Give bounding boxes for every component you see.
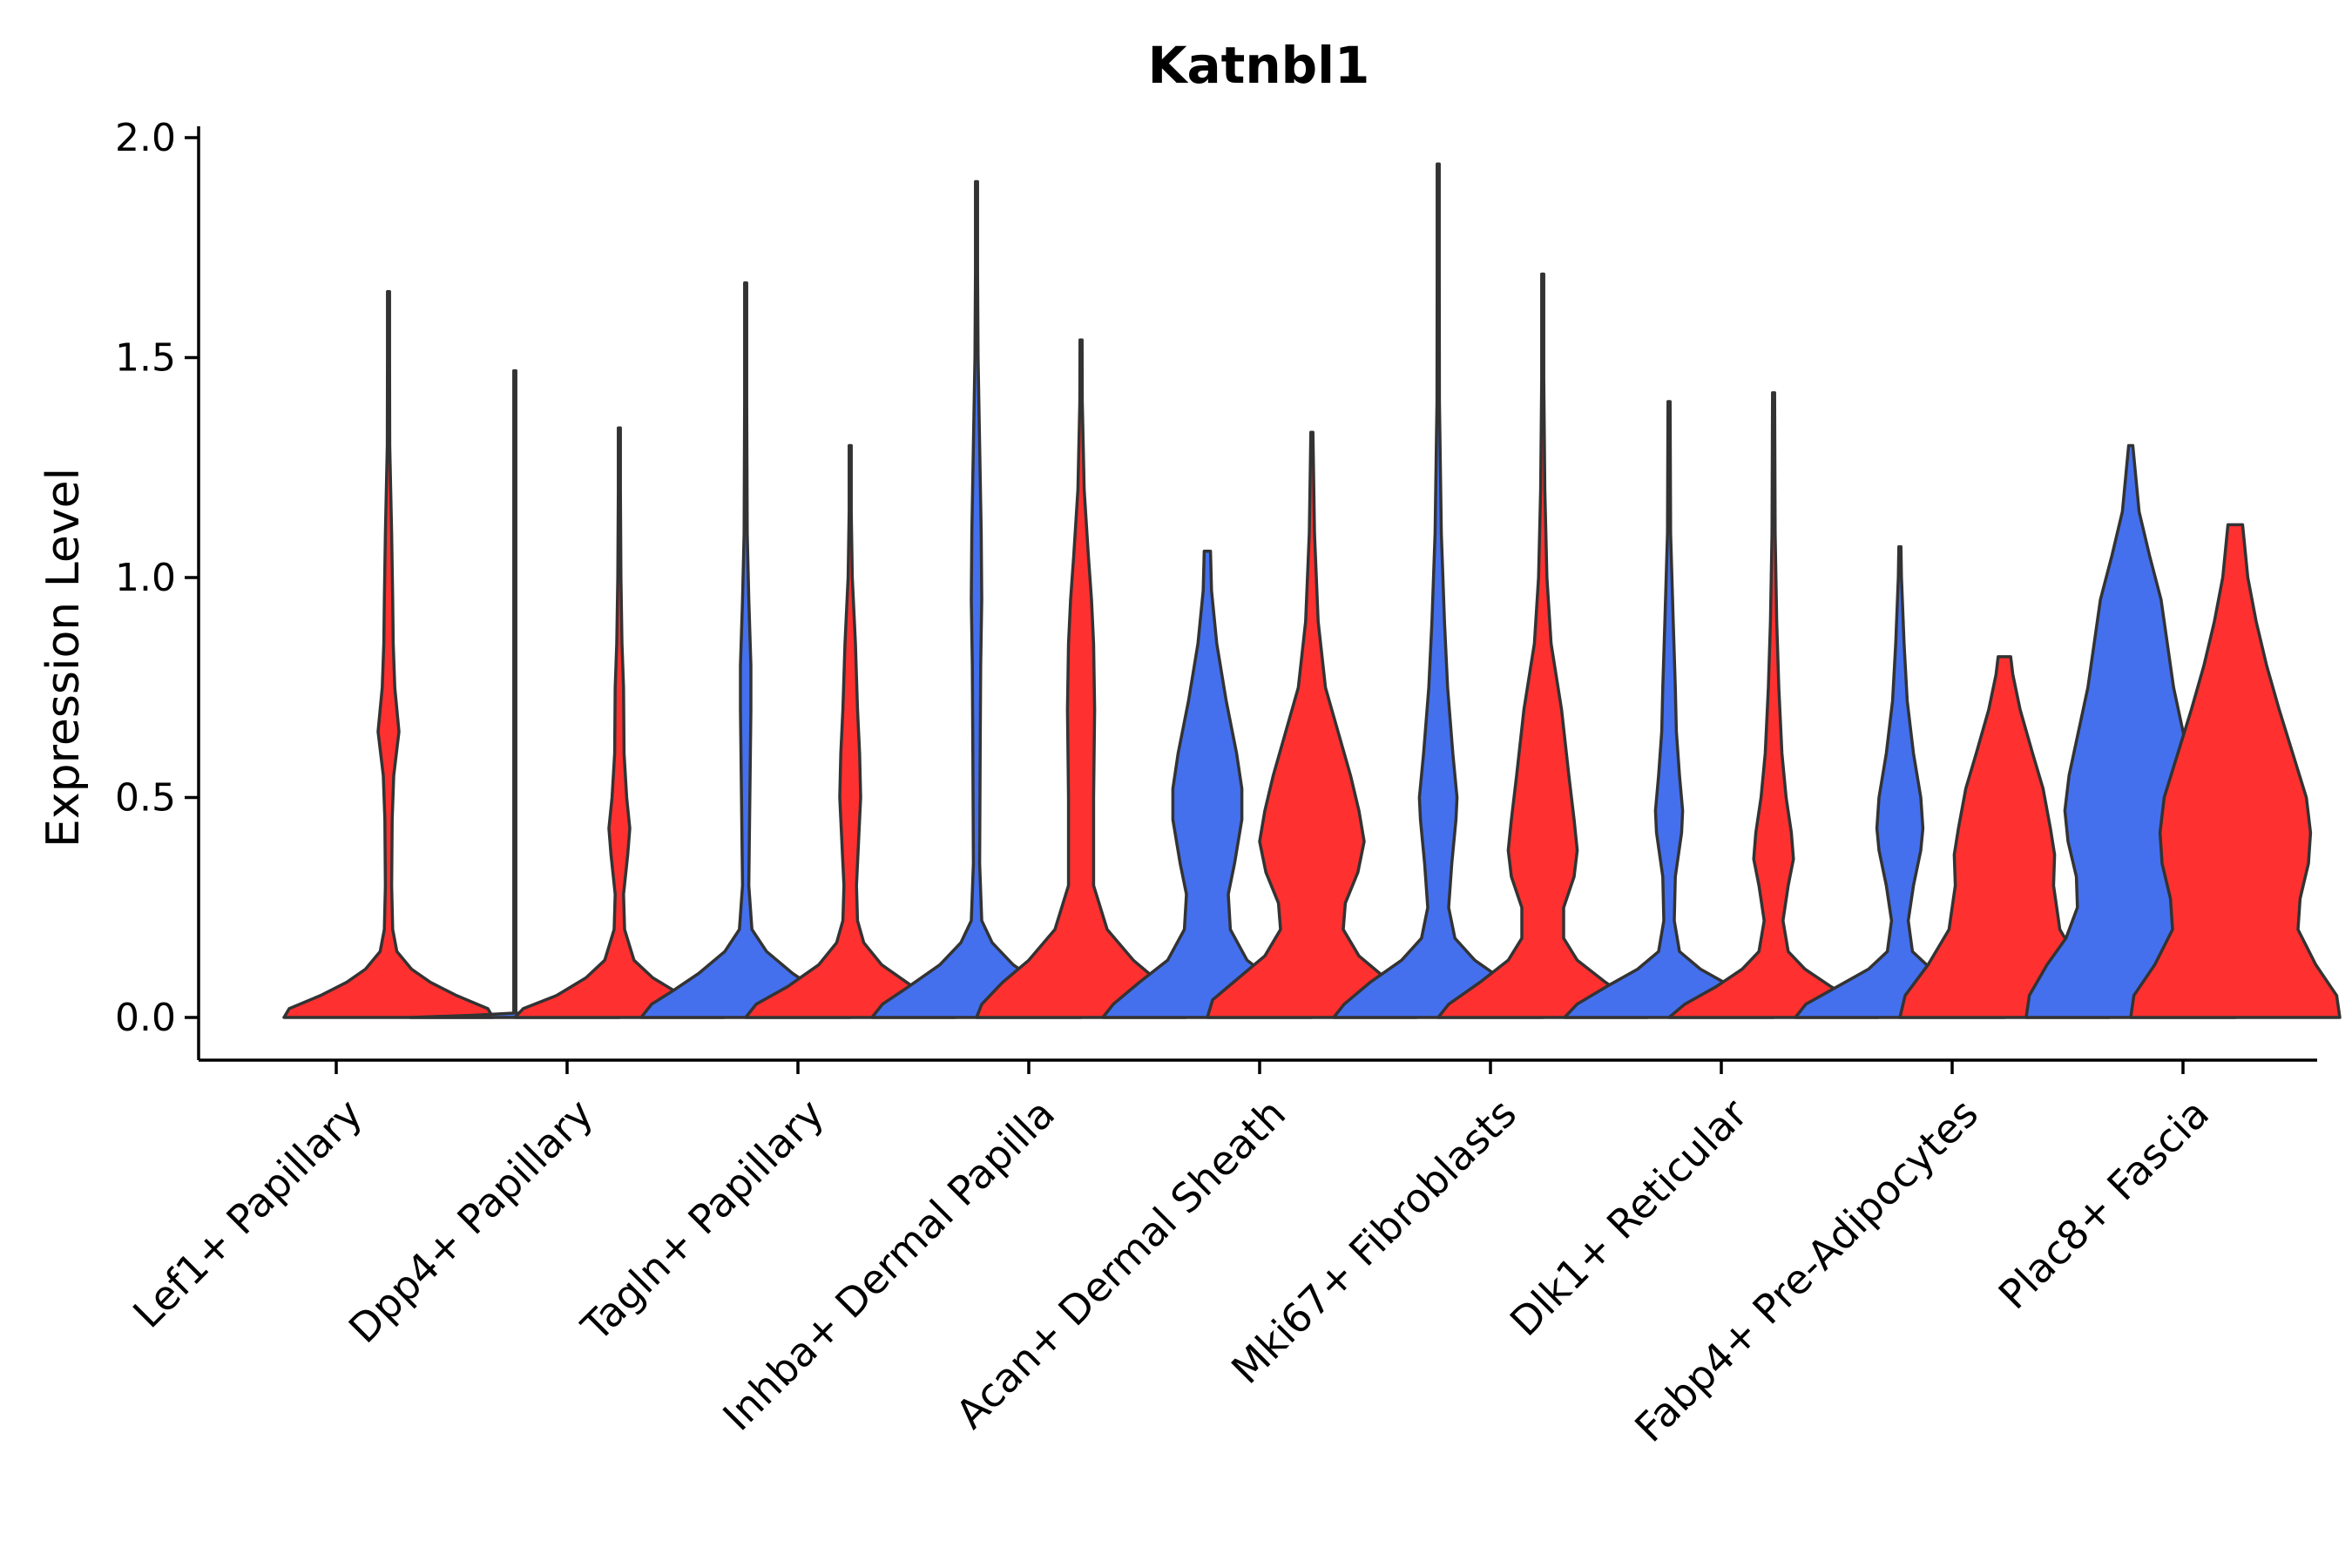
y-tick-label: 2.0 bbox=[115, 116, 176, 160]
violin-plac8-fascia-group-1 bbox=[2129, 523, 2342, 1019]
x-tick-label: Tagln+ Papillary bbox=[572, 1090, 834, 1351]
y-tick-label: 0.0 bbox=[115, 996, 176, 1040]
chart-title: Katnbl1 bbox=[1148, 36, 1370, 95]
violin-dpp4-papillary-group-0 bbox=[409, 368, 621, 1019]
violin-inhba-dermal-papilla-group-0 bbox=[870, 179, 1083, 1019]
x-tick-label: Lef1+ Papillary bbox=[124, 1090, 371, 1337]
violin-tagln-papillary-group-1 bbox=[744, 443, 956, 1019]
y-axis-label: Expression Level bbox=[37, 468, 90, 848]
violin-dlk1-reticular-group-1 bbox=[1667, 391, 1880, 1019]
x-tick-label: Dpp4+ Papillary bbox=[340, 1090, 602, 1352]
x-tick-label: Plac8+ Fascia bbox=[1990, 1090, 2218, 1318]
y-axis-ticks: 0.0 0.5 1.0 1.5 2.0 bbox=[115, 116, 199, 1040]
violin-fabp4-pre-adipocytes-group-1 bbox=[1898, 655, 2111, 1019]
violin-lef1-papillary-group-1 bbox=[282, 290, 495, 1019]
violin-mki67-fibroblasts-group-1 bbox=[1436, 272, 1649, 1019]
y-tick-label: 1.5 bbox=[115, 336, 176, 381]
violin-acan-dermal-sheath-group-0 bbox=[1101, 549, 1314, 1019]
violin-fabp4-pre-adipocytes-group-0 bbox=[1794, 544, 2006, 1019]
violin-acan-dermal-sheath-group-1 bbox=[1206, 430, 1418, 1019]
violin-tagln-papillary-group-0 bbox=[639, 280, 852, 1019]
y-tick-label: 1.0 bbox=[115, 556, 176, 600]
violins bbox=[282, 162, 2342, 1019]
violin-inhba-dermal-papilla-group-1 bbox=[975, 338, 1187, 1019]
violin-dpp4-papillary-group-1 bbox=[513, 426, 726, 1019]
axes bbox=[197, 126, 2317, 1062]
y-tick-label: 0.5 bbox=[115, 776, 176, 821]
violin-dlk1-reticular-group-0 bbox=[1563, 400, 1775, 1019]
violin-mki67-fibroblasts-group-0 bbox=[1332, 162, 1544, 1019]
x-tick-label: Dlk1+ Reticular bbox=[1501, 1090, 1756, 1345]
